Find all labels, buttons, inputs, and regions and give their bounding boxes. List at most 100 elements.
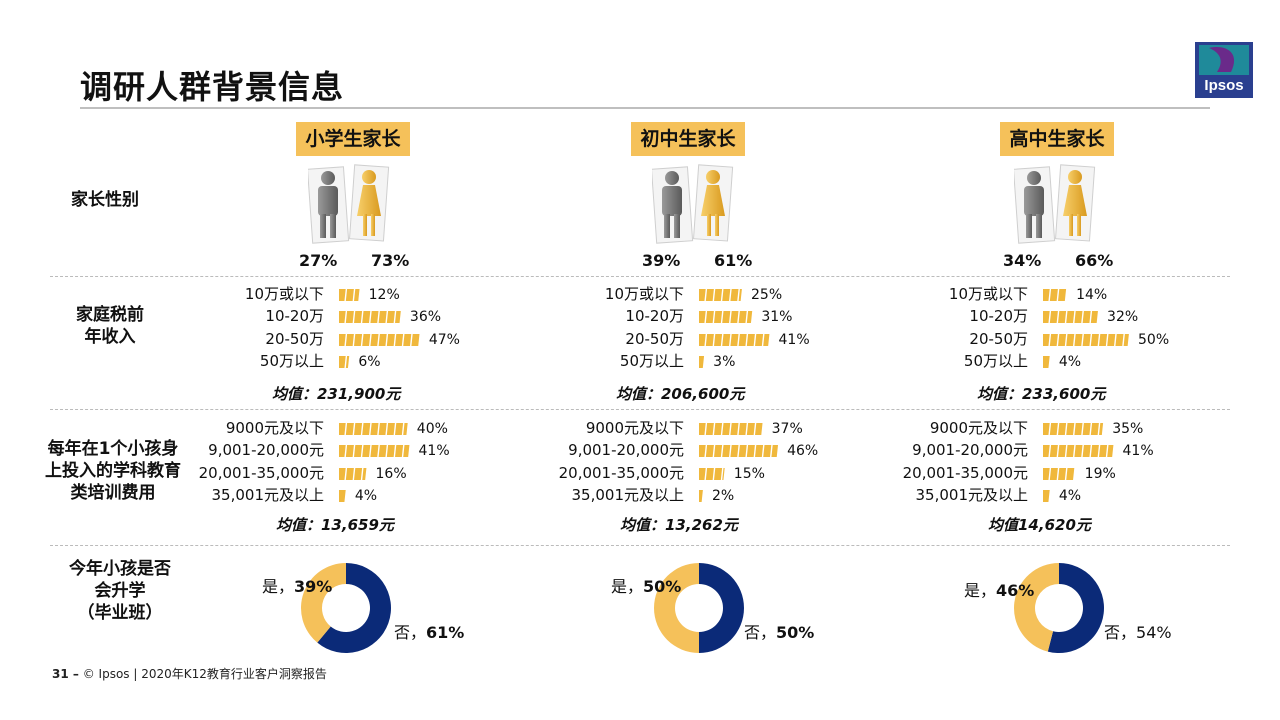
bar-segment — [354, 467, 363, 480]
bar-segment — [1099, 445, 1108, 458]
bar-segment — [370, 311, 379, 324]
bar-segment — [1043, 467, 1050, 480]
bar-segment — [714, 333, 723, 346]
bar-segment — [763, 333, 770, 346]
bar-category-label: 10-20万 — [265, 307, 324, 326]
bar — [1043, 289, 1067, 301]
bar-category-label: 35,001元及以上 — [915, 485, 1029, 504]
bar-segment — [1049, 333, 1058, 346]
bar-segment — [730, 333, 739, 346]
row-label-grad-line1: 今年小孩是否 — [69, 559, 171, 579]
bar-value-label: 3% — [713, 353, 736, 370]
bar-segment — [1066, 333, 1075, 346]
row-label-spend-line2: 上投入的学科教育 — [45, 461, 181, 481]
row-label-gender: 家长性别 — [71, 190, 139, 210]
bar-value-label: 25% — [751, 287, 783, 303]
bar-segment — [1107, 445, 1114, 458]
bar-segment — [339, 311, 346, 324]
bar-category-label: 20,001-35,000元 — [558, 463, 684, 482]
bar-segment — [1066, 467, 1075, 480]
donut-label-yes-category: 是， — [262, 577, 295, 596]
donut-label-no-value: 54% — [1136, 623, 1172, 642]
bar-segment — [771, 445, 779, 458]
row-label-grad: 今年小孩是否 会升学 （毕业班） — [55, 558, 185, 624]
bar — [339, 467, 367, 480]
bar-segment — [354, 423, 363, 435]
bar-segment — [699, 423, 706, 435]
bar-value-label: 41% — [418, 443, 450, 460]
bar — [699, 423, 763, 435]
bar-segment — [738, 333, 747, 346]
bar-segment — [378, 445, 387, 458]
donut-label-no: 否，54% — [1104, 623, 1172, 643]
bar-segment — [1090, 311, 1098, 324]
bar — [339, 489, 346, 502]
bar-value-label: 36% — [409, 309, 442, 326]
donut-label-no: 否，61% — [394, 623, 464, 643]
donut-chart — [1014, 563, 1104, 653]
bar-value-label: 4% — [1058, 487, 1082, 504]
bar-segment — [746, 311, 753, 324]
female-pct-middle: 61% — [714, 251, 753, 270]
bar-segment — [370, 333, 379, 346]
bar-segment — [345, 311, 354, 324]
bar-segment — [746, 445, 755, 458]
bar-segment — [1043, 445, 1050, 458]
bar-value-label: 4% — [354, 487, 378, 504]
bar-category-label: 10万或以下 — [244, 285, 324, 303]
bar-category-label: 9000元及以下 — [929, 419, 1028, 437]
bar-segment — [1107, 333, 1116, 346]
bar-value-label: 16% — [375, 465, 407, 482]
bar-segment — [730, 445, 739, 458]
average-note: 均值：231,900元 — [272, 385, 401, 403]
bar — [339, 445, 410, 458]
bar-value-label: 6% — [358, 353, 381, 370]
bar-segment — [1043, 423, 1050, 435]
bar-segment — [755, 445, 764, 458]
bar-segment — [362, 445, 371, 458]
bar-category-label: 10-20万 — [625, 307, 684, 326]
female-icon — [1063, 170, 1087, 236]
bar-segment — [705, 333, 714, 346]
bar-segment — [699, 289, 706, 301]
bar-segment — [755, 423, 763, 435]
bar-segment — [1074, 311, 1083, 324]
row-label-spend: 每年在1个小孩身 上投入的学科教育 类培训费用 — [34, 438, 192, 504]
bar-segment — [1049, 467, 1058, 480]
logo-text: Ipsos — [1204, 77, 1243, 94]
donut-slice-no — [699, 563, 744, 653]
bar — [699, 467, 725, 480]
bar-segment — [730, 289, 739, 301]
bar-segment — [699, 445, 706, 458]
bar-segment — [1115, 333, 1124, 346]
bar-segment — [699, 467, 706, 480]
bar — [1043, 311, 1098, 324]
bar-segment — [1049, 445, 1058, 458]
bar-category-label: 50万以上 — [259, 351, 324, 370]
bar-segment — [699, 311, 706, 324]
bar-segment — [339, 467, 346, 480]
bar-value-label: 31% — [761, 309, 793, 326]
donut-label-yes-category: 是， — [611, 577, 644, 596]
bar-segment — [1066, 423, 1075, 435]
bar-segment — [1058, 333, 1067, 346]
donut-slice-yes — [653, 563, 699, 653]
row-label-income: 家庭税前 年收入 — [60, 304, 160, 348]
bar — [1043, 489, 1050, 502]
row-label-spend-line1: 每年在1个小孩身 — [47, 439, 179, 459]
bar-segment — [378, 333, 387, 346]
bar-segment — [705, 467, 714, 480]
donut-label-no-category: 否， — [394, 623, 427, 642]
bar-value-label: 32% — [1107, 309, 1139, 326]
bar — [699, 333, 770, 346]
bar-segment — [354, 289, 360, 301]
bar-segment — [345, 467, 354, 480]
bar-segment — [386, 423, 395, 435]
bar-segment — [699, 489, 703, 502]
bar-value-label: 35% — [1112, 421, 1144, 437]
bar-segment — [345, 355, 350, 368]
bar-segment — [738, 423, 747, 435]
bar — [1043, 423, 1104, 435]
bar-segment — [339, 423, 346, 435]
bar-segment — [755, 333, 764, 346]
